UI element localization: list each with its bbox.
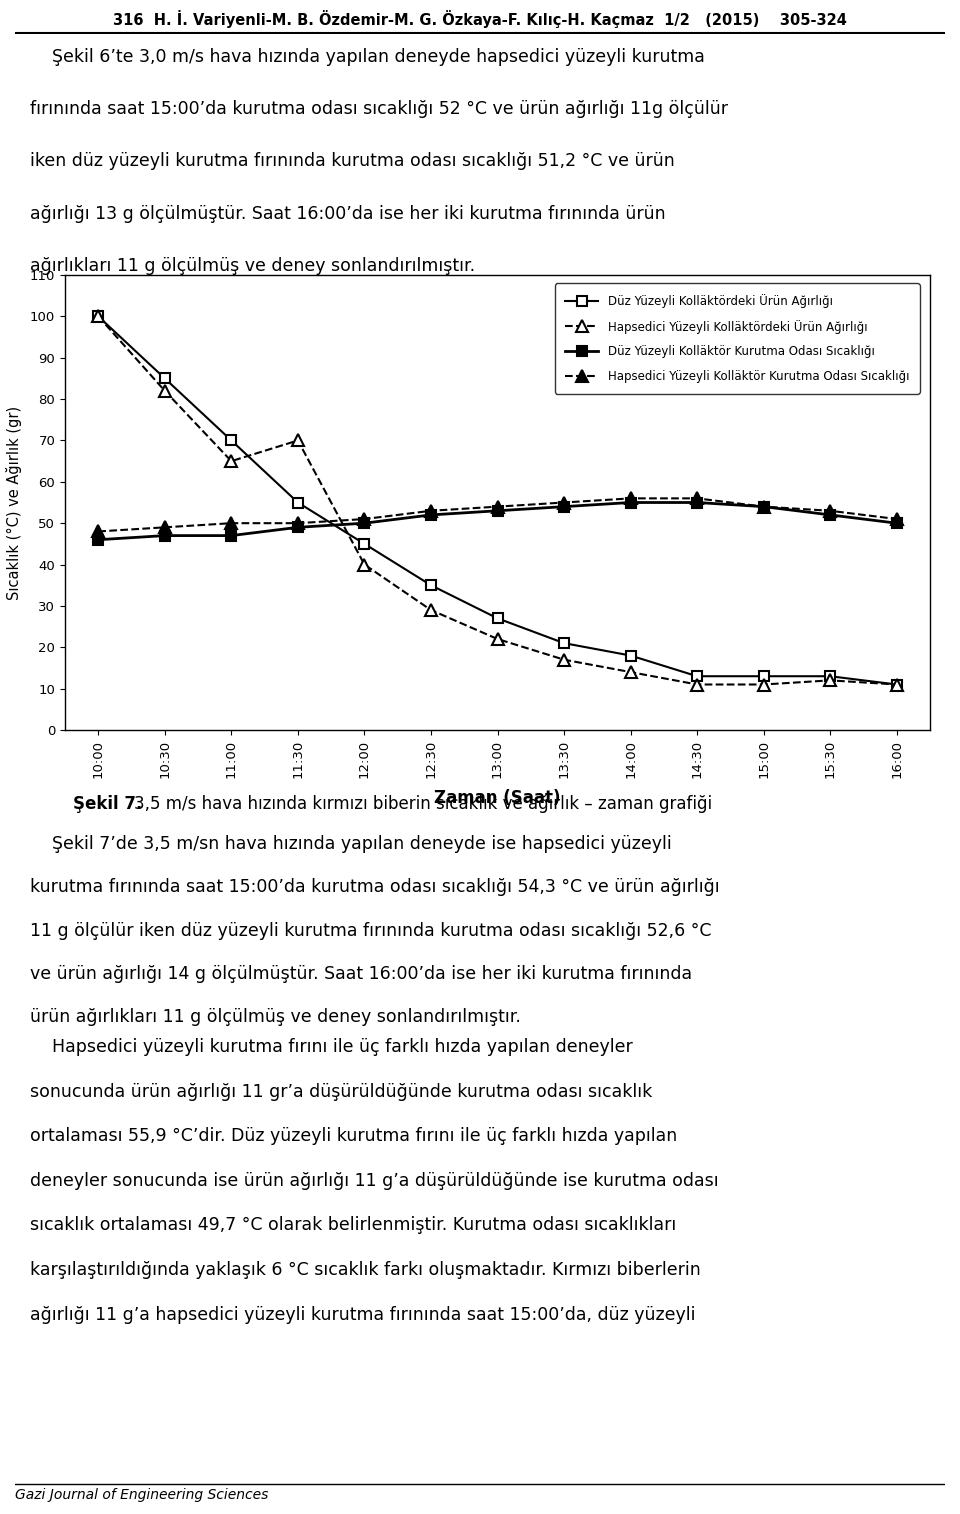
Text: Şekil 6’te 3,0 m/s hava hızında yapılan deneyde hapsedici yüzeyli kurutma: Şekil 6’te 3,0 m/s hava hızında yapılan … [30,48,705,67]
Text: ağırlığı 13 g ölçülmüştür. Saat 16:00’da ise her iki kurutma fırınında ürün: ağırlığı 13 g ölçülmüştür. Saat 16:00’da… [30,204,665,223]
Text: ve ürün ağırlığı 14 g ölçülmüştür. Saat 16:00’da ise her iki kurutma fırınında: ve ürün ağırlığı 14 g ölçülmüştür. Saat … [30,964,692,983]
Text: Şekil 7’de 3,5 m/sn hava hızında yapılan deneyde ise hapsedici yüzeyli: Şekil 7’de 3,5 m/sn hava hızında yapılan… [30,836,672,852]
Text: 3,5 m/s hava hızında kırmızı biberin sıcaklık ve ağırlık – zaman grafiği: 3,5 m/s hava hızında kırmızı biberin sıc… [134,795,712,813]
Text: 11 g ölçülür iken düz yüzeyli kurutma fırınında kurutma odası sıcaklığı 52,6 °C: 11 g ölçülür iken düz yüzeyli kurutma fı… [30,922,711,940]
Text: deneyler sonucunda ise ürün ağırlığı 11 g’a düşürüldüğünde ise kurutma odası: deneyler sonucunda ise ürün ağırlığı 11 … [30,1172,719,1190]
Text: Şekil 7.: Şekil 7. [73,795,143,813]
Text: ürün ağırlıkları 11 g ölçülmüş ve deney sonlandırılmıştır.: ürün ağırlıkları 11 g ölçülmüş ve deney … [30,1008,521,1026]
Y-axis label: Sıcaklık (°C) ve Ağırlık (gr): Sıcaklık (°C) ve Ağırlık (gr) [6,406,21,600]
Text: Hapsedici yüzeyli kurutma fırını ile üç farklı hızda yapılan deneyler: Hapsedici yüzeyli kurutma fırını ile üç … [30,1039,633,1055]
Text: iken düz yüzeyli kurutma fırınında kurutma odası sıcaklığı 51,2 °C ve ürün: iken düz yüzeyli kurutma fırınında kurut… [30,153,675,171]
Legend: Düz Yüzeyli Kolläktördeki Ürün Ağırlığı, Hapsedici Yüzeyli Kolläktördeki Ürün Ağ: Düz Yüzeyli Kolläktördeki Ürün Ağırlığı,… [555,283,920,394]
Text: sonucunda ürün ağırlığı 11 gr’a düşürüldüğünde kurutma odası sıcaklık: sonucunda ürün ağırlığı 11 gr’a düşürüld… [30,1083,652,1101]
Text: fırınında saat 15:00’da kurutma odası sıcaklığı 52 °C ve ürün ağırlığı 11g ölçül: fırınında saat 15:00’da kurutma odası sı… [30,100,728,118]
Text: ortalaması 55,9 °C’dir. Düz yüzeyli kurutma fırını ile üç farklı hızda yapılan: ortalaması 55,9 °C’dir. Düz yüzeyli kuru… [30,1128,677,1145]
Text: kurutma fırınında saat 15:00’da kurutma odası sıcaklığı 54,3 °C ve ürün ağırlığı: kurutma fırınında saat 15:00’da kurutma … [30,878,720,896]
Text: sıcaklık ortalaması 49,7 °C olarak belirlenmiştir. Kurutma odası sıcaklıkları: sıcaklık ortalaması 49,7 °C olarak belir… [30,1216,676,1234]
Text: ağırlıkları 11 g ölçülmüş ve deney sonlandırılmıştır.: ağırlıkları 11 g ölçülmüş ve deney sonla… [30,257,475,276]
Text: karşılaştırıldığında yaklaşık 6 °C sıcaklık farkı oluşmaktadır. Kırmızı biberler: karşılaştırıldığında yaklaşık 6 °C sıcak… [30,1261,701,1279]
Text: Gazi Journal of Engineering Sciences: Gazi Journal of Engineering Sciences [15,1488,269,1502]
X-axis label: Zaman (Saat): Zaman (Saat) [434,789,561,807]
Text: 316  H. İ. Variyenli-M. B. Özdemir-M. G. Özkaya-F. Kılıç-H. Kaçmaz  1/2   (2015): 316 H. İ. Variyenli-M. B. Özdemir-M. G. … [113,11,847,27]
Text: ağırlığı 11 g’a hapsedici yüzeyli kurutma fırınında saat 15:00’da, düz yüzeyli: ağırlığı 11 g’a hapsedici yüzeyli kurutm… [30,1305,695,1323]
